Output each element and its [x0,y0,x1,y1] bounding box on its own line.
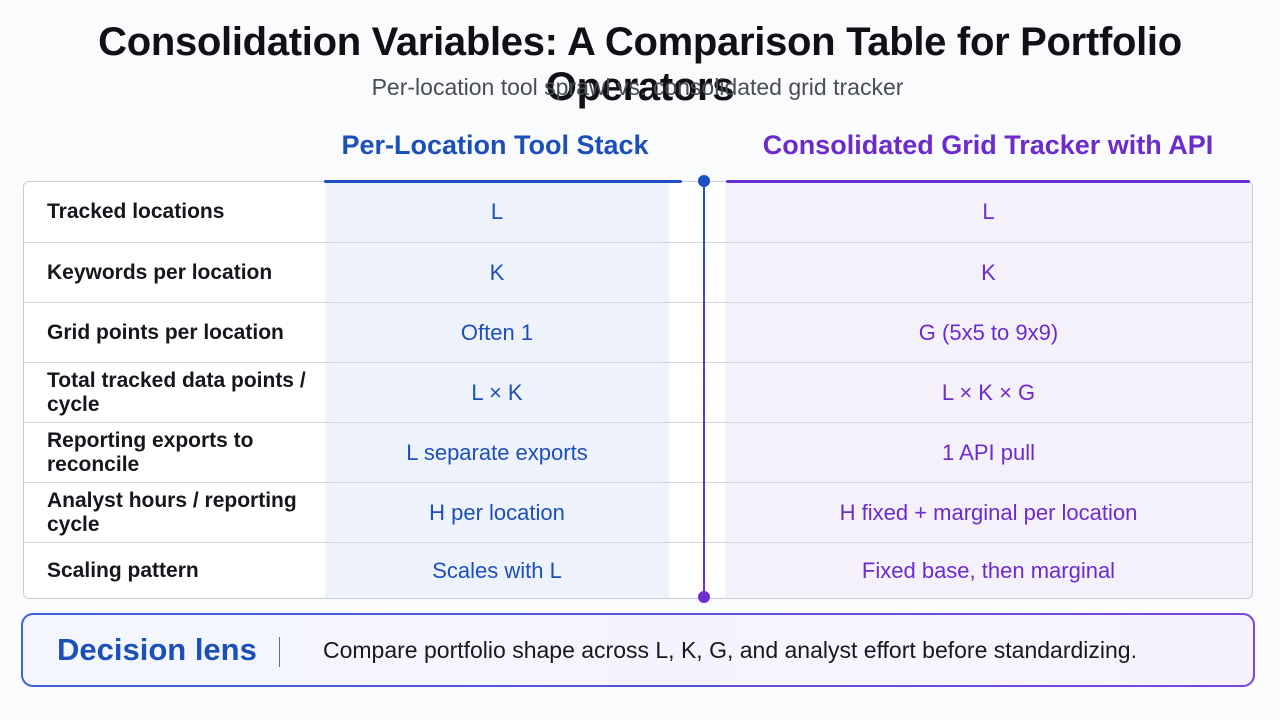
row-label: Keywords per location [24,243,347,302]
per-location-cell: L separate exports [325,423,669,482]
row-label: Total tracked data points / cycle [24,363,347,422]
consolidated-cell: G (5x5 to 9x9) [725,303,1252,362]
table-gap [669,182,725,242]
table-row: Reporting exports to reconcile L separat… [24,423,1252,483]
per-location-cell: L [325,182,669,242]
column-header-per-location: Per-Location Tool Stack [341,130,649,160]
row-label: Grid points per location [24,303,347,362]
table-gap [669,423,725,482]
per-location-cell: Scales with L [325,543,669,598]
table-row: Analyst hours / reporting cycle H per lo… [24,483,1252,543]
table-gap [669,483,725,542]
row-label: Scaling pattern [24,543,347,598]
per-location-cell: Often 1 [325,303,669,362]
table-gap [669,363,725,422]
table-gap [669,243,725,302]
consolidated-cell: K [725,243,1252,302]
consolidated-cell: H fixed + marginal per location [725,483,1252,542]
consolidated-cell: L [725,182,1252,242]
per-location-cell: K [325,243,669,302]
row-label: Reporting exports to reconcile [24,423,347,482]
comparison-table: Tracked locations L L Keywords per locat… [23,181,1253,599]
consolidated-cell: Fixed base, then marginal [725,543,1252,598]
column-divider-line [703,181,705,597]
divider-top-dot [698,175,710,187]
decision-lens-text: Compare portfolio shape across L, K, G, … [323,636,1137,663]
table-gap [669,543,725,598]
consolidated-cell: L × K × G [725,363,1252,422]
column-header-consolidated: Consolidated Grid Tracker with API [762,130,1214,160]
table-row: Keywords per location K K [24,243,1252,303]
decision-lens-box: Decision lens Compare portfolio shape ac… [21,613,1255,687]
per-location-header-underline [324,180,682,183]
page-subtitle: Per-location tool sprawl vs. consolidate… [371,74,904,100]
row-label: Analyst hours / reporting cycle [24,483,347,542]
divider-bottom-dot [698,591,710,603]
table-row: Tracked locations L L [24,182,1252,243]
table-row: Scaling pattern Scales with L Fixed base… [24,543,1252,598]
consolidated-cell: 1 API pull [725,423,1252,482]
table-row: Grid points per location Often 1 G (5x5 … [24,303,1252,363]
table-row: Total tracked data points / cycle L × K … [24,363,1252,423]
page-title: Consolidation Variables: A Comparison Ta… [98,20,1182,109]
decision-lens-title: Decision lens [57,632,257,667]
consolidated-header-underline [726,180,1250,183]
table-gap [669,303,725,362]
per-location-cell: L × K [325,363,669,422]
row-label: Tracked locations [24,182,347,242]
per-location-cell: H per location [325,483,669,542]
decision-lens-separator [279,637,280,667]
